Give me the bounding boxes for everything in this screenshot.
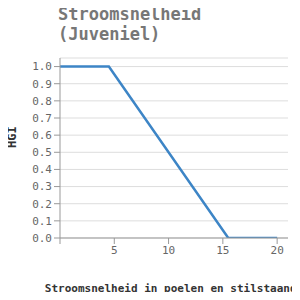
svg-text:0.4: 0.4 bbox=[32, 163, 52, 176]
svg-text:0.7: 0.7 bbox=[32, 112, 52, 125]
svg-text:0.9: 0.9 bbox=[32, 78, 52, 91]
svg-text:0.5: 0.5 bbox=[32, 146, 52, 159]
svg-text:20: 20 bbox=[271, 244, 284, 257]
svg-text:0.8: 0.8 bbox=[32, 95, 52, 108]
svg-text:HGI: HGI bbox=[8, 126, 19, 148]
svg-text:1.0: 1.0 bbox=[32, 60, 52, 73]
svg-text:0.2: 0.2 bbox=[32, 198, 52, 211]
svg-text:0.6: 0.6 bbox=[32, 129, 52, 142]
svg-text:0.0: 0.0 bbox=[32, 232, 52, 245]
svg-text:5: 5 bbox=[111, 244, 118, 257]
svg-text:Stroomsnelheid in poelen en st: Stroomsnelheid in poelen en stilstaandw bbox=[45, 282, 292, 292]
svg-text:10: 10 bbox=[162, 244, 175, 257]
svg-text:15: 15 bbox=[216, 244, 229, 257]
html-text:Stroomsnelheid (Juveniel): Stroomsnelheid (Juveniel) bbox=[58, 4, 202, 44]
svg-text:0.3: 0.3 bbox=[32, 180, 52, 193]
svg-text:0.1: 0.1 bbox=[32, 215, 52, 228]
